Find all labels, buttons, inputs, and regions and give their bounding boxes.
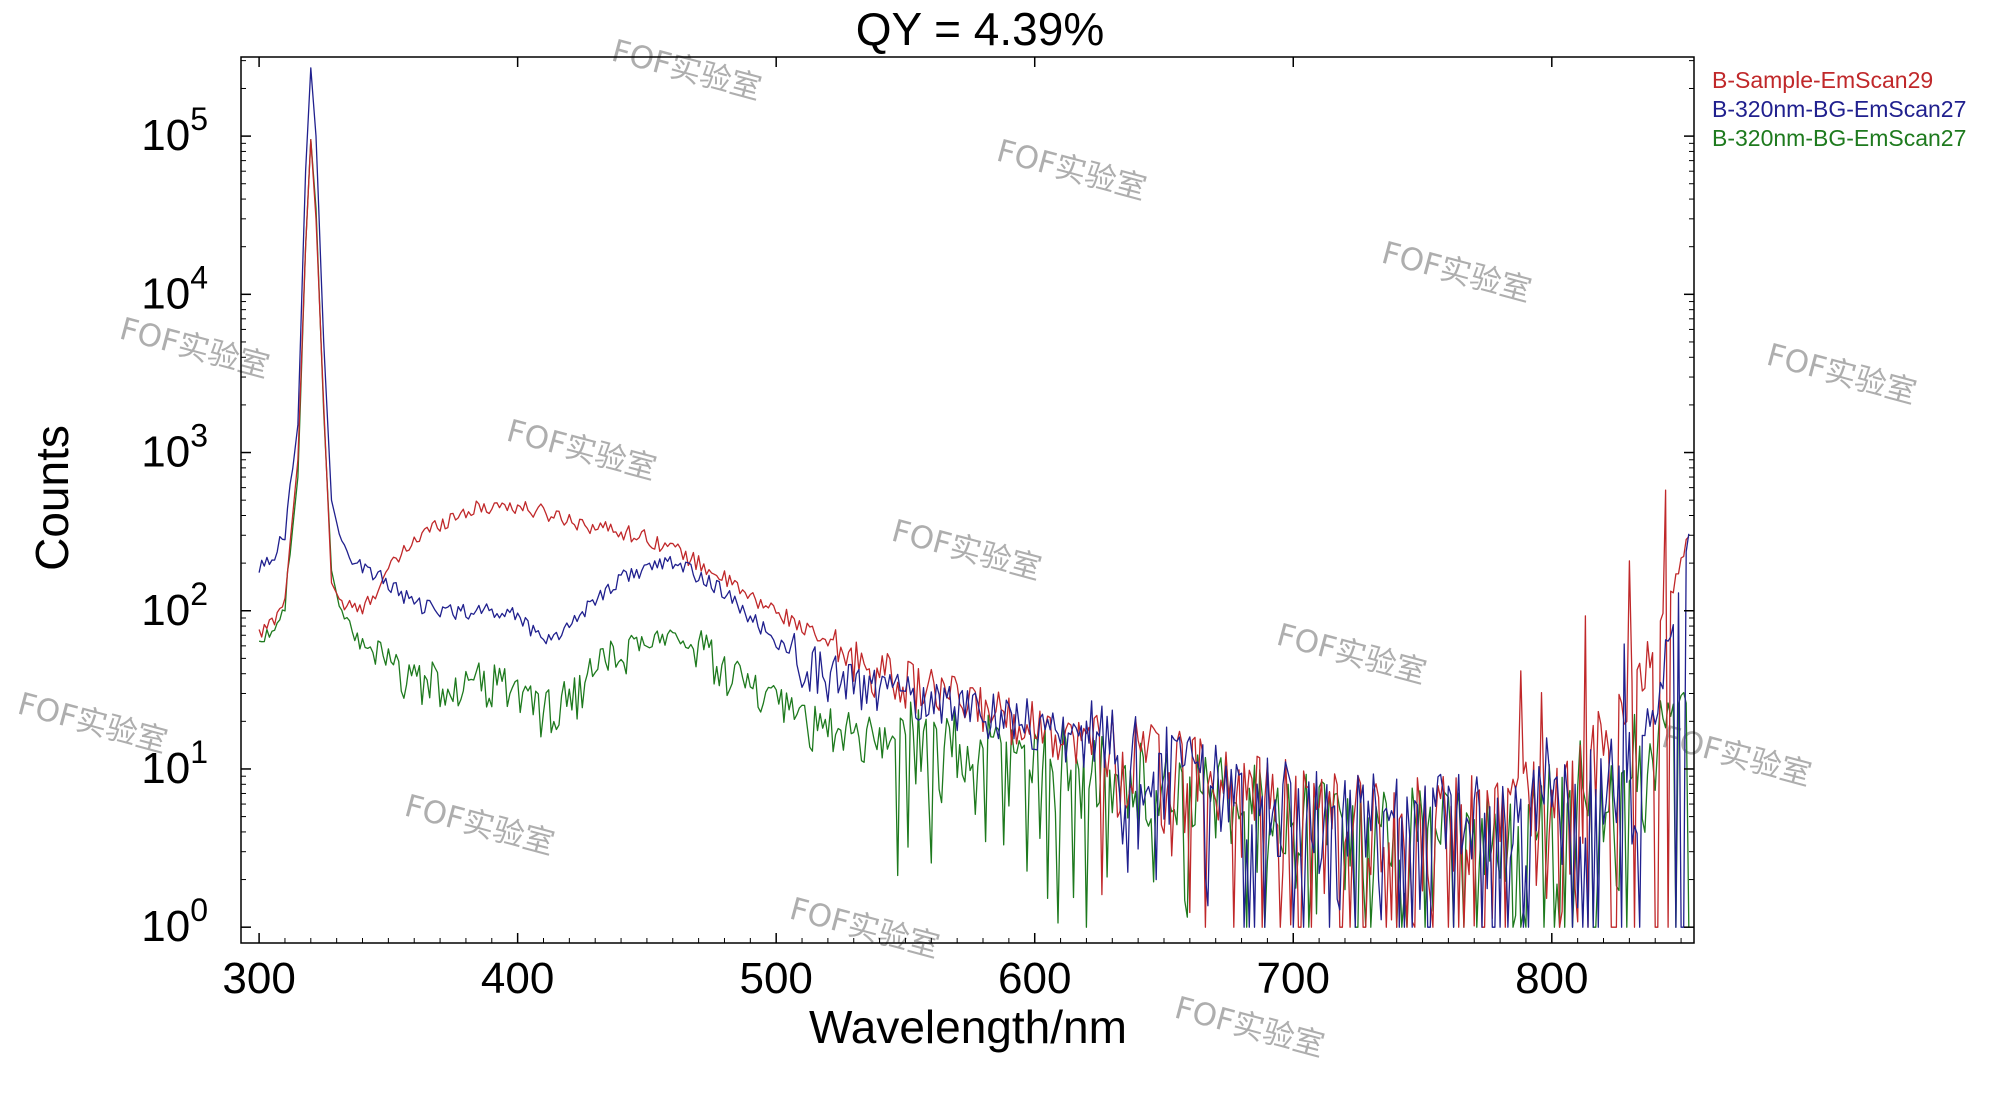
x-tick-label: 800 [1515, 954, 1588, 1003]
y-tick-label: 100 [141, 892, 208, 951]
y-tick-label: 102 [141, 576, 208, 635]
watermark-text: FOF实验室 [1763, 337, 1920, 411]
legend-entry-bg-blue: B-320nm-BG-EmScan27 [1712, 96, 1967, 122]
x-tick-label: 300 [222, 954, 295, 1003]
watermark-text: FOF实验室 [503, 413, 660, 487]
watermark-text: FOF实验室 [116, 311, 273, 385]
x-tick-label: 400 [481, 954, 554, 1003]
x-axis-label: Wavelength/nm [809, 1001, 1127, 1053]
watermark-text: FOF实验室 [888, 513, 1045, 587]
x-tick-label: 600 [998, 954, 1071, 1003]
y-tick-label: 104 [141, 259, 208, 318]
legend: B-Sample-EmScan29 B-320nm-BG-EmScan27 B-… [1712, 66, 1966, 153]
y-tick-label: 101 [141, 734, 208, 793]
y-axis: 100 101 102 103 104 105 [141, 60, 1694, 951]
watermark-text: FOF实验室 [1378, 235, 1535, 309]
watermark-text: FOF实验室 [1658, 719, 1815, 793]
y-tick-label: 105 [141, 101, 208, 160]
x-axis: 300 400 500 600 700 800 [222, 57, 1682, 1003]
watermark-text: FOF实验室 [1273, 617, 1430, 691]
legend-entry-sample: B-Sample-EmScan29 [1712, 67, 1934, 93]
x-tick-label: 500 [739, 954, 812, 1003]
series-line-0 [258, 138, 1690, 928]
x-tick-label: 700 [1257, 954, 1330, 1003]
series-layer [258, 67, 1690, 928]
y-axis-label: Counts [26, 425, 78, 571]
watermark-text: FOF实验室 [993, 133, 1150, 207]
y-tick-label: 103 [141, 418, 208, 477]
watermark-text: FOF实验室 [401, 788, 558, 862]
series-line-1 [258, 67, 1690, 928]
legend-entry-bg-green: B-320nm-BG-EmScan27 [1712, 125, 1967, 151]
chart-title: QY = 4.39% [855, 3, 1105, 55]
